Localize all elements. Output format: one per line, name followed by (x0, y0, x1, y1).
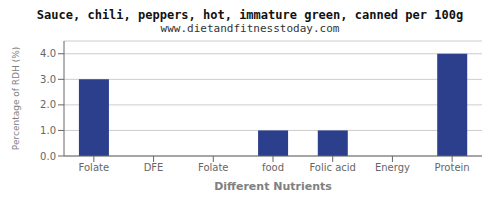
svg-text:Folate: Folate (79, 162, 110, 173)
svg-text:DFE: DFE (144, 162, 164, 173)
svg-text:Folate: Folate (198, 162, 229, 173)
svg-text:Different Nutrients: Different Nutrients (214, 180, 332, 190)
svg-text:Folic acid: Folic acid (309, 162, 356, 173)
svg-text:3.0: 3.0 (40, 74, 56, 85)
svg-text:1.0: 1.0 (40, 125, 56, 136)
svg-text:Energy: Energy (375, 162, 410, 173)
svg-text:Protein: Protein (435, 162, 470, 173)
html-text:www.dietandfitnesstoday.com: www.dietandfitnesstoday.com (160, 22, 340, 35)
svg-text:0.0: 0.0 (40, 151, 56, 162)
svg-text:Percentage of RDH (%): Percentage of RDH (%) (11, 47, 21, 150)
svg-text:4.0: 4.0 (40, 48, 56, 59)
html-text:Sauce, chili, peppers, hot, im: Sauce, chili, peppers, hot, immature gre… (36, 8, 464, 22)
svg-text:food: food (262, 162, 284, 173)
svg-text:2.0: 2.0 (40, 99, 56, 110)
